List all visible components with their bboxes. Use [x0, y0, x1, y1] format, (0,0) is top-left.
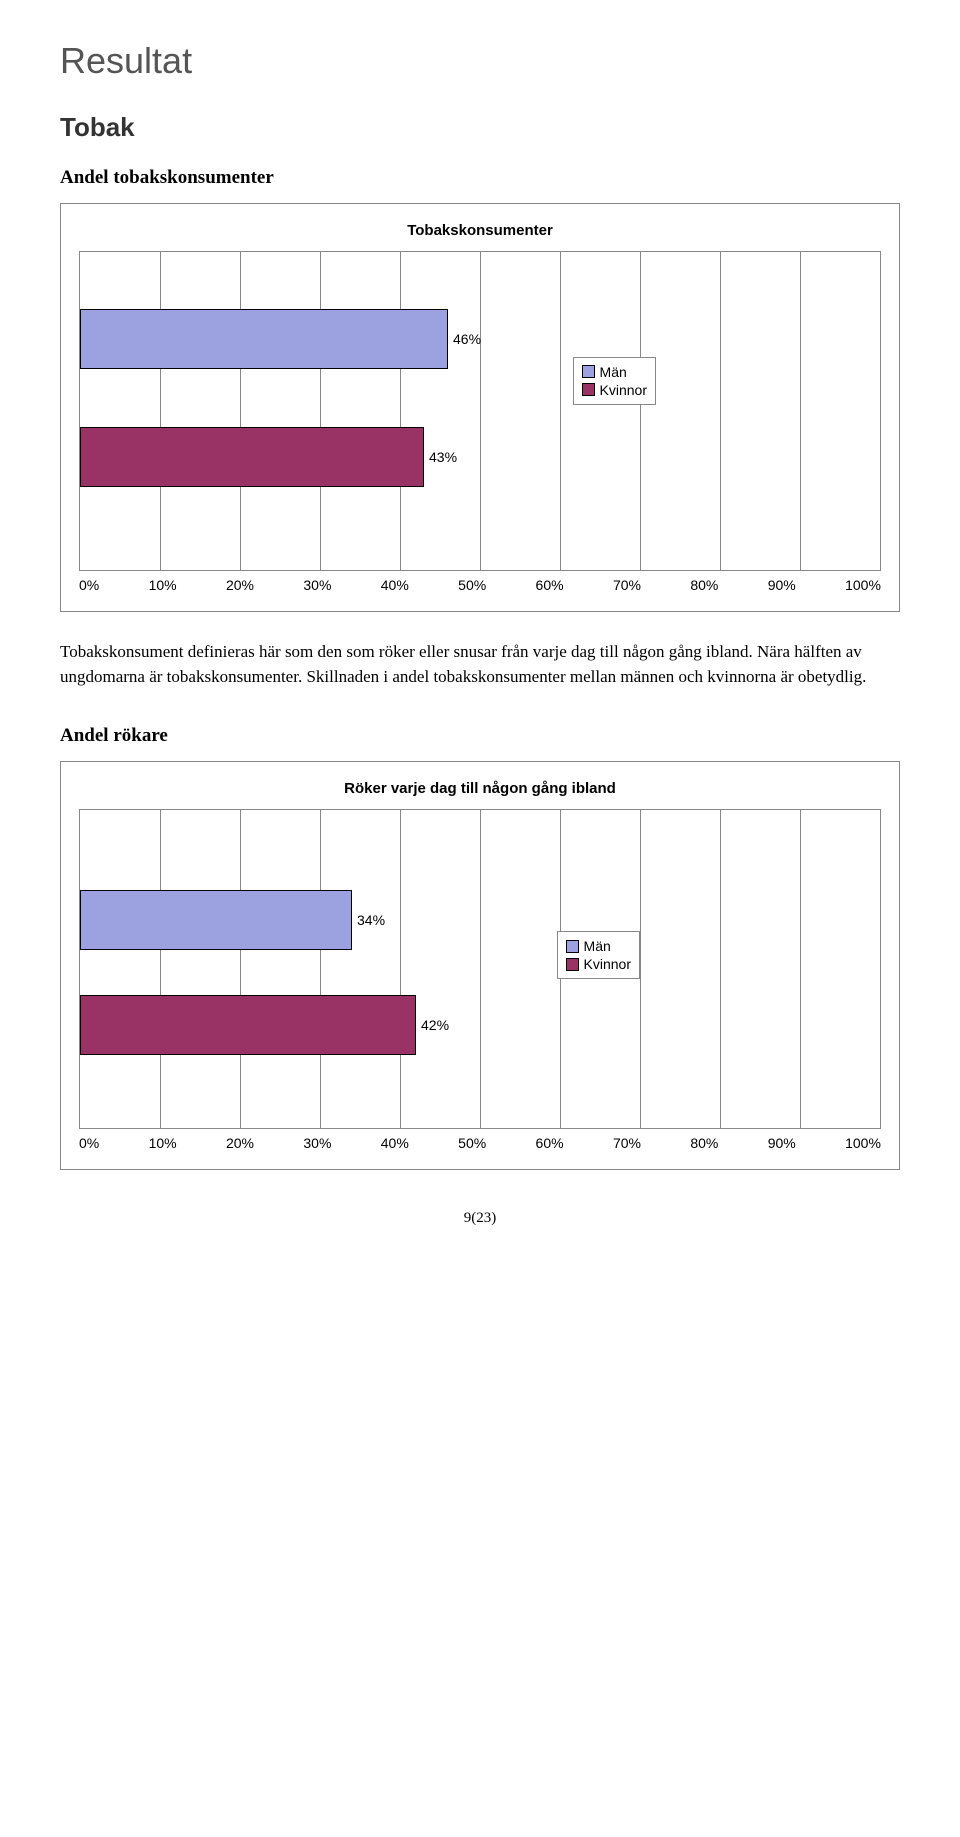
page-title: Resultat [60, 40, 900, 82]
chart1-gridline [480, 252, 481, 570]
chart2-gridline [160, 810, 161, 1128]
chart2-bar-label-1: 42% [421, 1017, 449, 1033]
chart1-gridline [160, 252, 161, 570]
chart2-bar-0: 34% [80, 890, 352, 950]
chart2-legend-label-0: Män [584, 938, 611, 954]
chart1-bar-label-0: 46% [453, 331, 481, 347]
chart1-title: Tobakskonsumenter [79, 222, 881, 239]
chart2-xtick: 60% [536, 1135, 564, 1151]
chart1-xtick: 40% [381, 577, 409, 593]
chart2-title: Röker varje dag till någon gång ibland [79, 780, 881, 797]
chart2-legend: Män Kvinnor [557, 931, 640, 979]
chart2-gridline [800, 810, 801, 1128]
chart2-gridline [400, 810, 401, 1128]
page-number: 9(23) [60, 1210, 900, 1227]
body-paragraph: Tobakskonsument definieras här som den s… [60, 640, 900, 689]
chart2-bar-1: 42% [80, 995, 416, 1055]
chart1-xtick: 20% [226, 577, 254, 593]
chart2-xtick: 10% [149, 1135, 177, 1151]
chart2-xtick: 50% [458, 1135, 486, 1151]
chart1-gridline [400, 252, 401, 570]
chart2-gridline [240, 810, 241, 1128]
chart1-bar-label-1: 43% [429, 449, 457, 465]
chart2-xtick: 90% [768, 1135, 796, 1151]
chart1-gridline [800, 252, 801, 570]
chart1-xtick: 0% [79, 577, 99, 593]
chart1-xtick: 50% [458, 577, 486, 593]
chart2-legend-swatch-0 [566, 940, 579, 953]
chart2-legend-row-0: Män [566, 938, 631, 954]
chart1-xtick: 30% [303, 577, 331, 593]
chart2-gridline [480, 810, 481, 1128]
chart1-legend-swatch-1 [582, 383, 595, 396]
chart1-xtick: 90% [768, 577, 796, 593]
chart1-bar-1: 43% [80, 427, 424, 487]
chart1-legend-swatch-0 [582, 365, 595, 378]
chart2-xtick: 20% [226, 1135, 254, 1151]
chart2-gridline [320, 810, 321, 1128]
chart2-xtick: 30% [303, 1135, 331, 1151]
chart2-xtick: 80% [690, 1135, 718, 1151]
chart1-gridline [320, 252, 321, 570]
chart1-gridline [720, 252, 721, 570]
chart1-x-axis: 0% 10% 20% 30% 40% 50% 60% 70% 80% 90% 100% [79, 577, 881, 593]
section-title: Tobak [60, 112, 900, 143]
chart2-x-axis: 0% 10% 20% 30% 40% 50% 60% 70% 80% 90% 100% [79, 1135, 881, 1151]
chart2-plot: 34% 42% Män Kvinnor [79, 809, 881, 1129]
chart2-gridline [720, 810, 721, 1128]
subsection-title-1: Andel tobakskonsumenter [60, 167, 900, 189]
chart2-xtick: 100% [845, 1135, 881, 1151]
chart1-legend-label-0: Män [600, 364, 627, 380]
chart1-xtick: 80% [690, 577, 718, 593]
chart1-legend: Män Kvinnor [573, 357, 656, 405]
subsection-title-2: Andel rökare [60, 725, 900, 747]
chart1-gridline [240, 252, 241, 570]
chart1-gridline [640, 252, 641, 570]
chart2-xtick: 0% [79, 1135, 99, 1151]
chart1-xtick: 60% [536, 577, 564, 593]
chart1-gridline [560, 252, 561, 570]
chart1-bar-0: 46% [80, 309, 448, 369]
chart1-legend-row-0: Män [582, 364, 647, 380]
chart2-bar-label-0: 34% [357, 912, 385, 928]
chart2-xtick: 70% [613, 1135, 641, 1151]
chart1-legend-label-1: Kvinnor [600, 382, 647, 398]
chart-rokare: Röker varje dag till någon gång ibland 3… [60, 761, 900, 1170]
chart2-gridline [640, 810, 641, 1128]
chart1-xtick: 100% [845, 577, 881, 593]
chart1-xtick: 10% [149, 577, 177, 593]
chart2-legend-swatch-1 [566, 958, 579, 971]
chart1-legend-row-1: Kvinnor [582, 382, 647, 398]
chart2-legend-label-1: Kvinnor [584, 956, 631, 972]
chart1-plot: 46% 43% Män Kvinnor [79, 251, 881, 571]
chart1-xtick: 70% [613, 577, 641, 593]
chart-tobakskonsumenter: Tobakskonsumenter 46% 43% Män Kvinnor 0% 10%… [60, 203, 900, 612]
chart2-xtick: 40% [381, 1135, 409, 1151]
chart2-legend-row-1: Kvinnor [566, 956, 631, 972]
